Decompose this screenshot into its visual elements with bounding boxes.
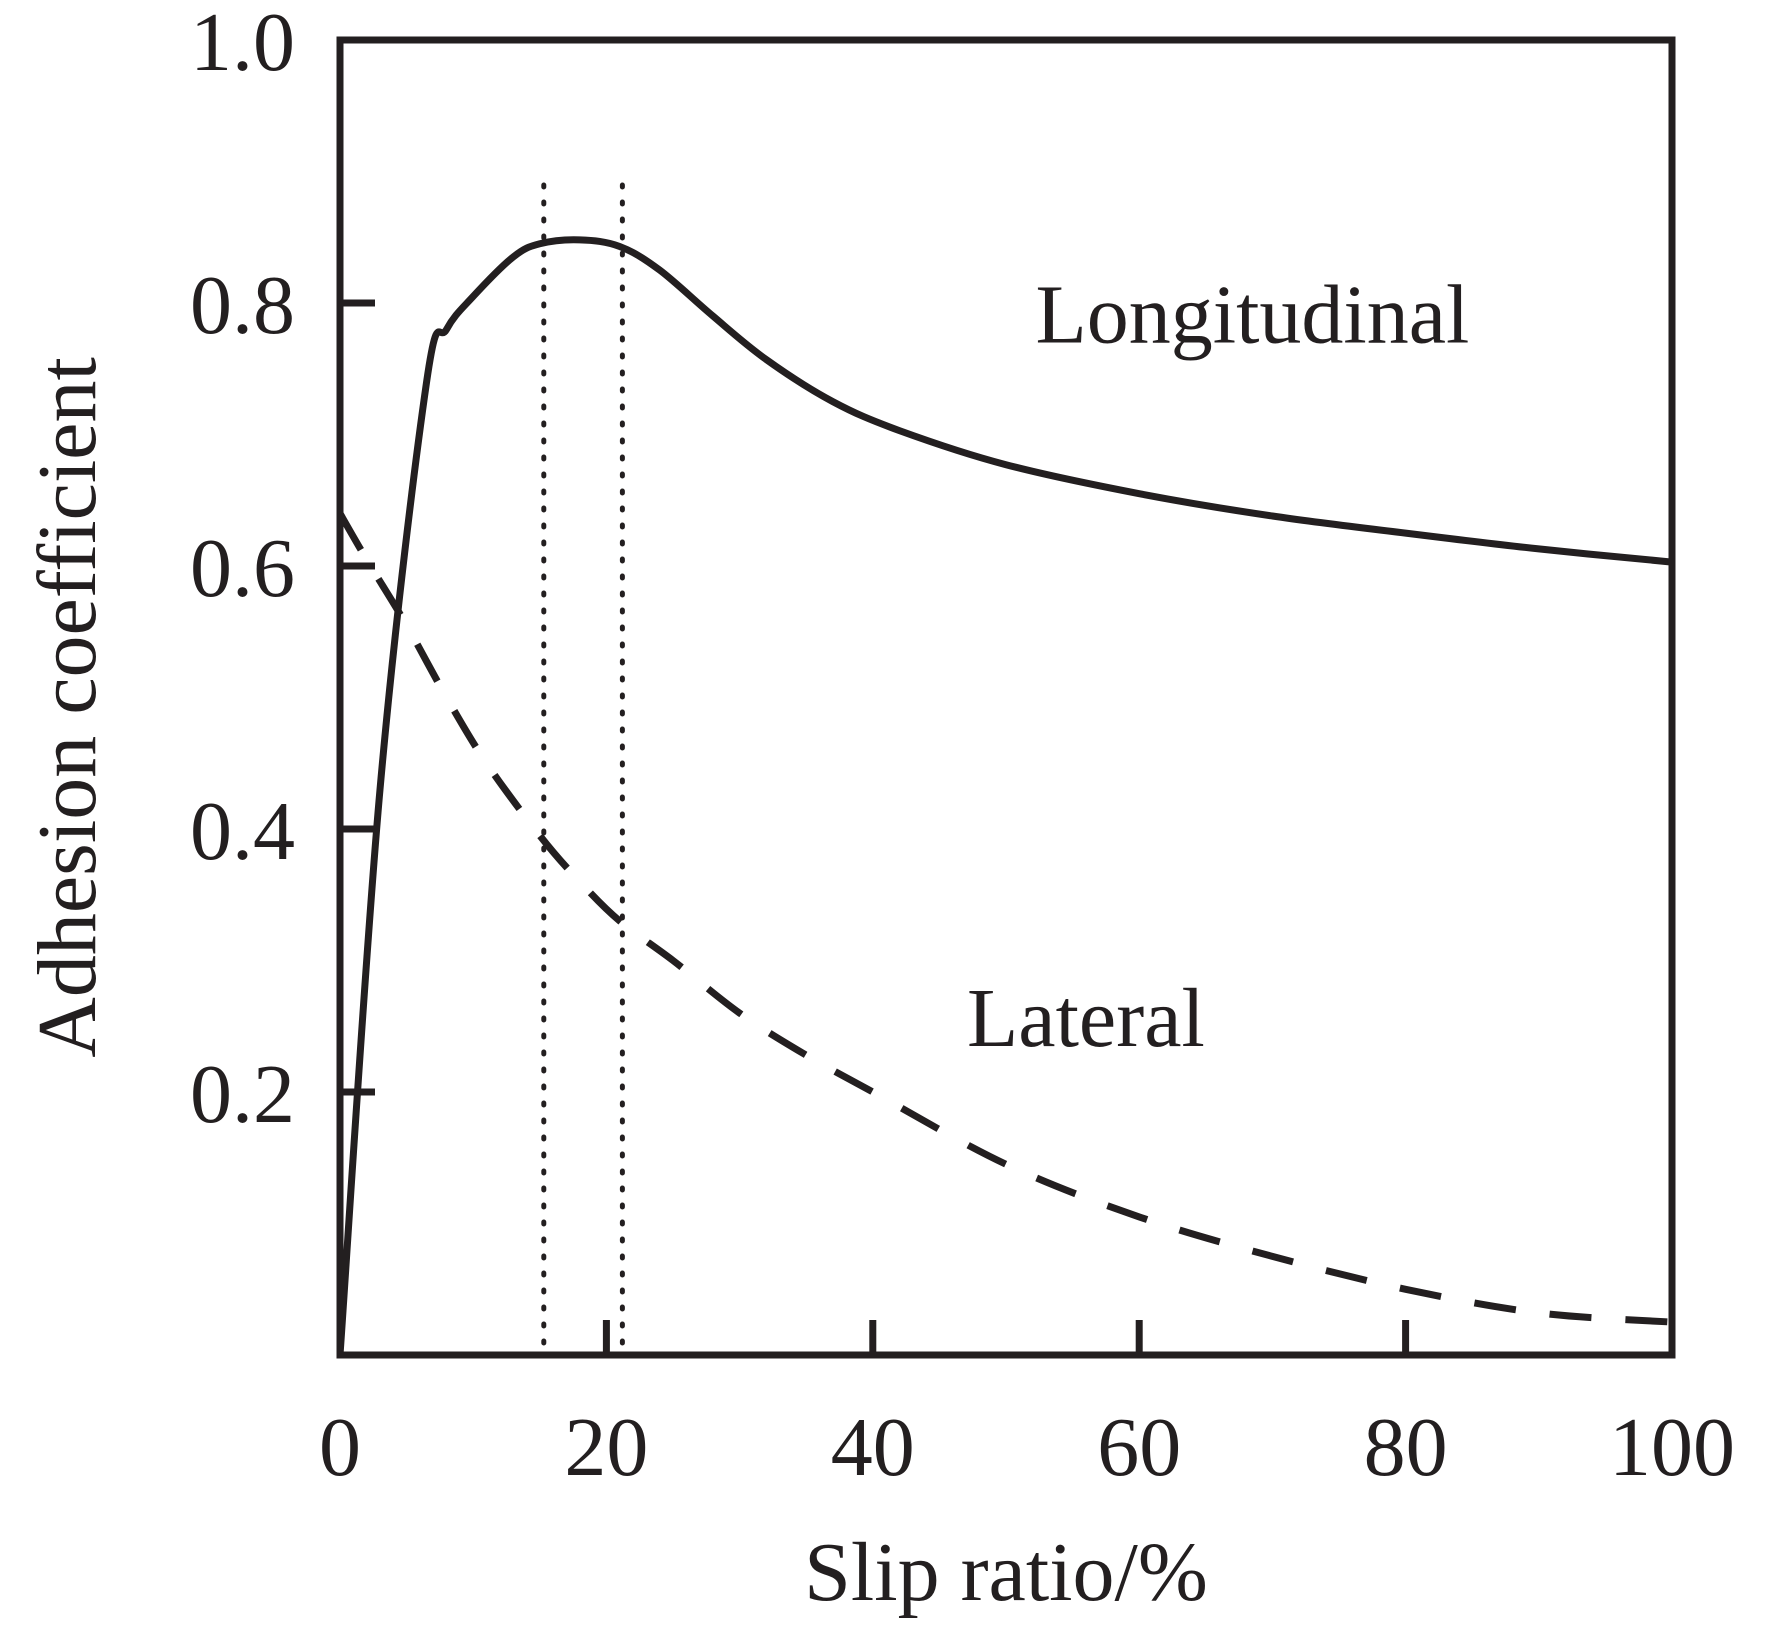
reference-lines — [541, 182, 625, 1354]
annotation-longitudinal: Longitudinal — [1035, 268, 1469, 361]
y-tick-label: 1.0 — [190, 0, 295, 89]
plot-frame — [336, 36, 1676, 1359]
series-lateral-line — [336, 511, 1673, 1326]
x-axis-title: Slip ratio/% — [804, 1526, 1208, 1619]
series-longitudinal-line — [336, 236, 1676, 1359]
x-tick-label: 60 — [1097, 1401, 1181, 1494]
y-tick-label: 0.4 — [190, 785, 295, 878]
x-tick-label: 80 — [1364, 1401, 1448, 1494]
y-tick-label: 0.2 — [190, 1048, 295, 1141]
x-tick-label: 40 — [831, 1401, 915, 1494]
axis-ticks: 0 20 40 60 80 100 0.2 0.4 0.6 0.8 1.0 — [190, 0, 1735, 1494]
x-tick-label: 0 — [319, 1401, 361, 1494]
y-tick-label: 0.8 — [190, 259, 295, 352]
y-tick-label: 0.6 — [190, 522, 295, 615]
x-tick-label: 20 — [564, 1401, 648, 1494]
x-tick-label: 100 — [1609, 1401, 1735, 1494]
y-axis-title: Adhesion coefficient — [21, 357, 114, 1058]
annotation-lateral: Lateral — [967, 972, 1205, 1065]
